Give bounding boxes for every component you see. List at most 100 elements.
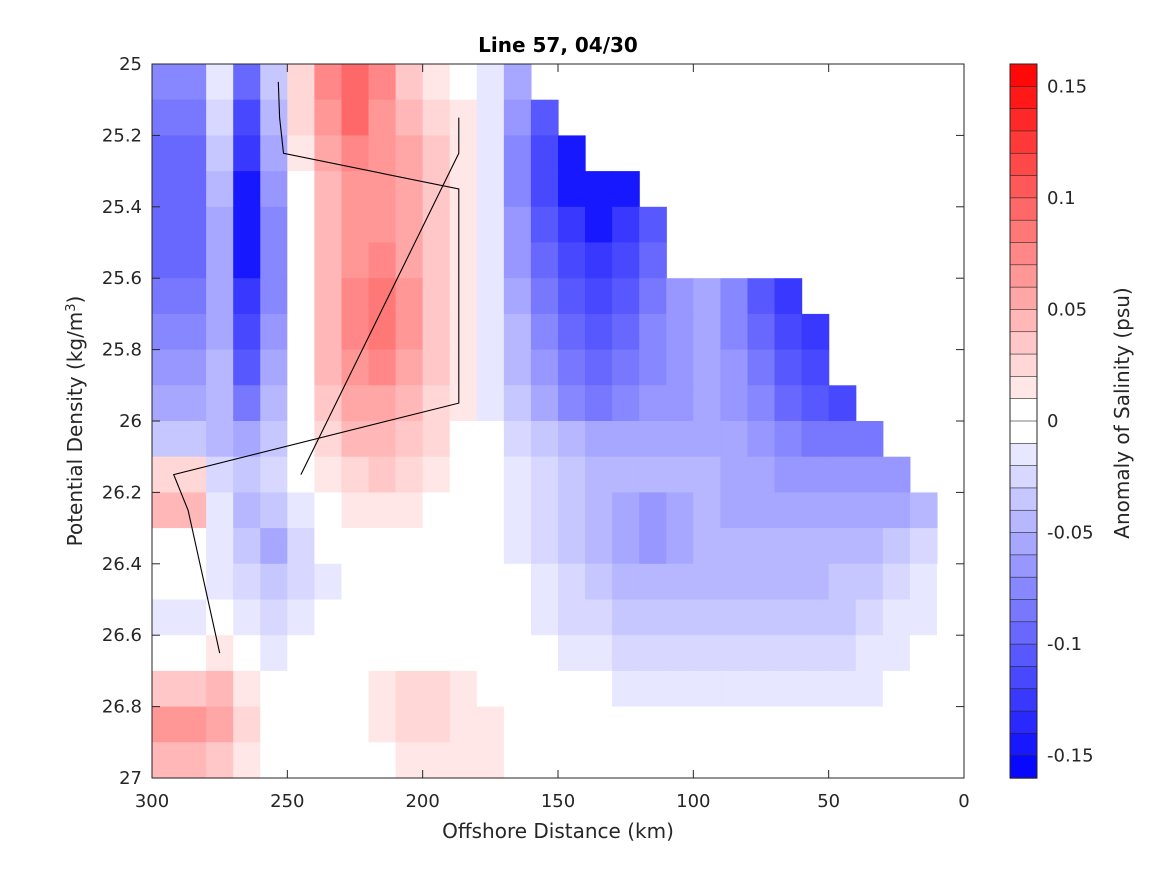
heatmap-cell [422,99,451,136]
heatmap-cell [368,670,397,708]
heatmap-cell [530,528,559,565]
heatmap-cell [206,635,234,672]
heatmap-cell [666,278,694,315]
y-axis-label: Potential Density (kg/m3) [63,296,87,547]
heatmap-cell [395,313,424,351]
heatmap-cell [476,563,505,601]
heatmap-cell [314,242,343,279]
heatmap-cell [368,635,397,672]
heatmap-cell [476,456,505,493]
heatmap-cell [422,135,451,172]
heatmap-cell [530,313,559,351]
heatmap-cell [909,670,938,708]
heatmap-cell [152,278,207,315]
heatmap-cell [152,99,207,136]
heatmap-cell [801,563,830,601]
heatmap-cell [639,635,667,672]
heatmap-cell [449,135,478,172]
colorbar-segment [1009,532,1038,556]
heatmap-cell [287,135,315,172]
heatmap-cell [233,135,261,172]
heatmap-cell [152,64,207,101]
y-axis-label-superscript: 3 [64,303,79,311]
heatmap-cell [314,278,343,315]
heatmap-cell [530,456,559,493]
heatmap-cell [206,278,234,315]
heatmap-cell [422,635,451,672]
heatmap-cell [503,528,532,565]
heatmap-cell [395,421,424,458]
heatmap-cell [206,599,234,636]
heatmap-cell [936,563,965,601]
heatmap-cell [341,99,370,136]
heatmap-cell [909,706,938,743]
heatmap-cell [314,563,343,601]
heatmap-cell [612,670,640,708]
heatmap-cell [233,242,261,279]
heatmap-cell [503,64,532,101]
heatmap-cell [639,670,667,708]
heatmap-cell [287,421,315,458]
colorbar-segment [1009,309,1038,333]
heatmap-cell [585,599,613,636]
heatmap-cell [503,421,532,458]
heatmap-cell [801,456,830,493]
heatmap-cell [449,456,478,493]
heatmap-cell [612,706,640,743]
heatmap-cell [314,635,343,672]
colorbar-ticks: 0.15 0.1 0.05 0 -0.05 -0.1 -0.15 [1047,76,1094,766]
heatmap-cell [612,242,640,279]
heatmap-cell [449,99,478,136]
heatmap-cell [206,492,234,529]
heatmap-cell [639,492,667,529]
colorbar-segment [1009,108,1038,132]
heatmap-cell [476,706,505,743]
heatmap-cell [287,706,315,743]
heatmap-cell [720,421,749,458]
heatmap-cell [368,349,397,386]
heatmap-cell [639,706,667,743]
heatmap-cell [260,64,288,101]
heatmap-cell [639,278,667,315]
heatmap-cell [449,313,478,351]
colorbar-segment [1009,353,1038,378]
heatmap-cell [287,528,315,565]
heatmap-cell [503,99,532,136]
heatmap-cell [395,635,424,672]
heatmap-cell [152,242,207,279]
colorbar-segment [1009,398,1038,422]
heatmap-cell [233,528,261,565]
colorbar-segment [1009,219,1038,244]
heatmap-cell [395,563,424,601]
heatmap-cell [476,742,505,779]
heatmap-cell [503,670,532,708]
heatmap-cell [395,670,424,708]
heatmap-cell [476,313,505,351]
heatmap-cell [341,171,370,208]
heatmap-cell [828,742,857,779]
heatmap-cell [774,278,803,315]
heatmap-cell [449,563,478,601]
heatmap-cell [233,99,261,136]
heatmap-cell [422,670,451,708]
heatmap-cell [639,563,667,601]
heatmap-cell [395,206,424,244]
heatmap-cell [476,421,505,458]
heatmap-cell [693,421,721,458]
heatmap-cell [233,313,261,351]
heatmap-cell [828,563,857,601]
heatmap-cell [666,492,694,529]
heatmap-cell [476,635,505,672]
heatmap-cell [206,563,234,601]
heatmap-cell [530,742,559,779]
heatmap-cell [530,563,559,601]
heatmap-cell [152,563,207,601]
heatmap-cell [287,242,315,279]
heatmap-cell [747,421,776,458]
heatmap-cell [612,278,640,315]
heatmap-cell [666,599,694,636]
heatmap-cell [503,349,532,386]
heatmap-cell [152,456,207,493]
heatmap-cell [720,599,749,636]
